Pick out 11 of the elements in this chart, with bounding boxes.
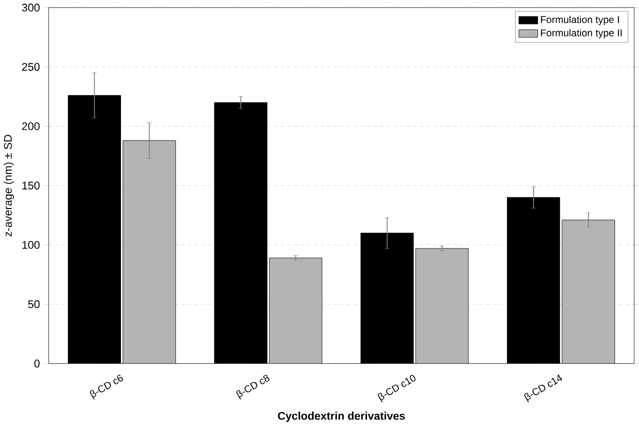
x-axis-title: Cyclodextrin derivatives [278, 412, 405, 422]
y-axis-title: z-average (nm) ± SD [4, 135, 14, 237]
y-tick-label: 300 [22, 4, 40, 12]
legend-label: Formulation type II [541, 29, 622, 39]
y-tick-label: 250 [22, 63, 40, 71]
y-tick-label: 0 [34, 360, 40, 368]
y-tick-label: 100 [22, 241, 40, 249]
legend-label: Formulation type I [541, 16, 619, 26]
y-tick-label: 150 [22, 182, 40, 190]
y-tick-label: 200 [22, 122, 40, 130]
y-tick-label: 50 [28, 300, 40, 308]
